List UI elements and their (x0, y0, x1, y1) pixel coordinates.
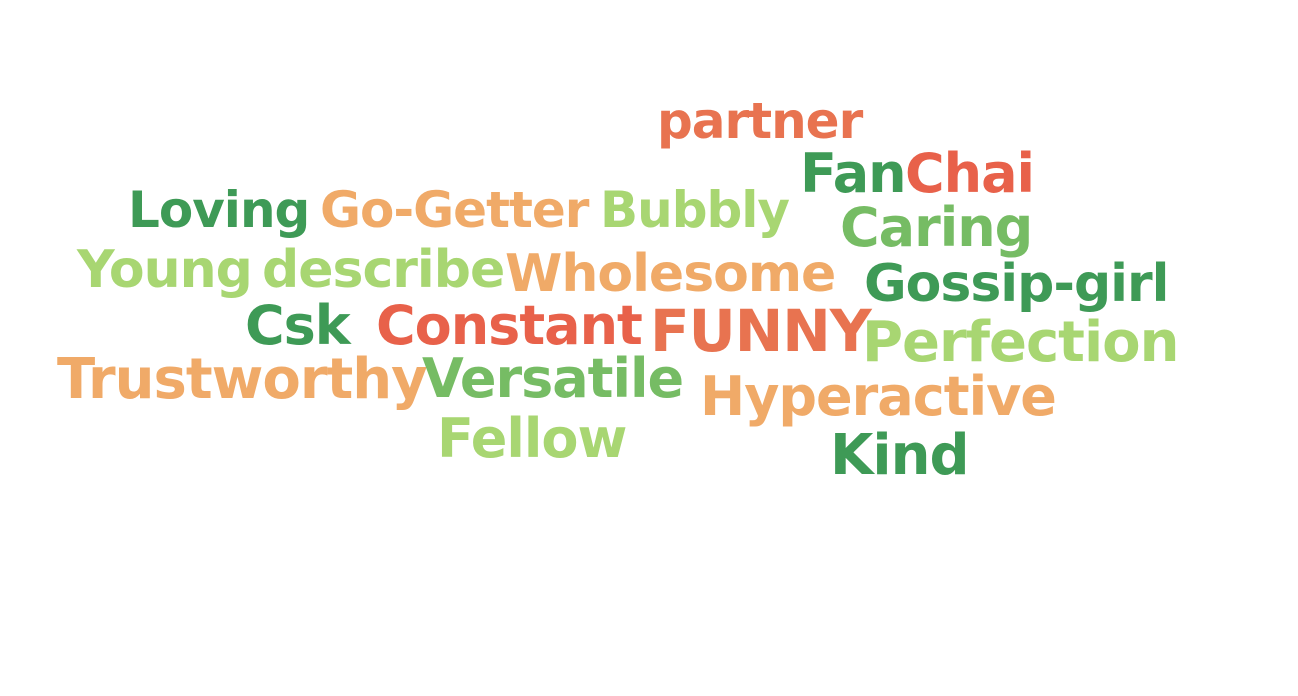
word-partner: partner (657, 92, 863, 150)
word-csk: Csk (245, 294, 351, 357)
word-young: Young (77, 240, 253, 300)
word-describe: describe (262, 240, 505, 300)
word-wholesome: Wholesome (505, 244, 836, 304)
word-funny: FUNNY (650, 297, 872, 365)
word-versatile: Versatile (422, 347, 684, 410)
word-trustworthy: Trustworthy (57, 347, 428, 412)
word-gossip-girl: Gossip-girl (864, 254, 1169, 314)
word-chai: Chai (905, 142, 1035, 205)
word-bubbly: Bubbly (600, 181, 790, 239)
word-constant: Constant (376, 294, 643, 357)
word-perfection: Perfection (862, 310, 1179, 375)
word-caring: Caring (840, 196, 1033, 259)
word-hyperactive: Hyperactive (700, 365, 1057, 428)
word-kind: Kind (830, 423, 970, 488)
word-fellow: Fellow (437, 407, 627, 470)
word-go-getter: Go-Getter (320, 181, 589, 239)
word-loving: Loving (128, 181, 310, 239)
word-fan: Fan (800, 142, 907, 205)
